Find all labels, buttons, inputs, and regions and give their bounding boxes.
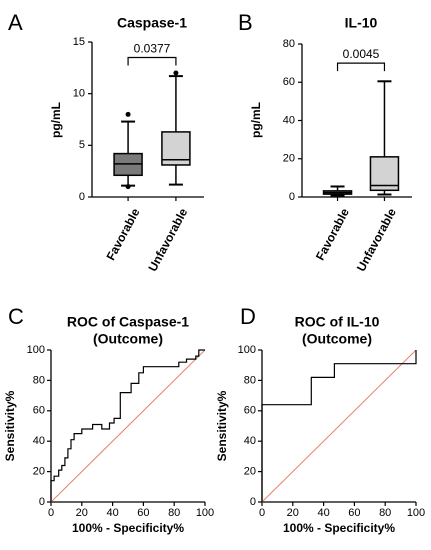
roc-curve bbox=[50, 349, 205, 502]
y-axis-label: pg/mL bbox=[249, 102, 263, 138]
panel-letter: A bbox=[8, 10, 23, 35]
x-tick-label: 60 bbox=[348, 507, 360, 519]
y-tick-label: 80 bbox=[244, 374, 256, 386]
chart-title: ROC of IL-10 bbox=[295, 314, 380, 330]
reference-diagonal bbox=[261, 349, 417, 503]
y-tick-label: 20 bbox=[283, 153, 295, 165]
panel-letter: D bbox=[240, 304, 256, 329]
x-tick-label: 80 bbox=[379, 507, 391, 519]
y-tick-label: 0 bbox=[289, 191, 295, 203]
x-category-label: Favorable bbox=[104, 206, 143, 263]
y-tick-label: 0 bbox=[250, 496, 256, 508]
box-favorable bbox=[113, 111, 143, 190]
y-axis-label: Sensitivity% bbox=[3, 390, 17, 461]
y-axis-label: pg/mL bbox=[49, 102, 63, 138]
chart-title: Caspase-1 bbox=[117, 15, 187, 31]
x-tick-label: 40 bbox=[106, 507, 118, 519]
y-tick-label: 40 bbox=[283, 114, 295, 126]
y-tick-label: 10 bbox=[73, 88, 85, 100]
x-tick-label: 20 bbox=[287, 507, 299, 519]
panel-letter: C bbox=[8, 304, 24, 329]
x-tick-label: 100 bbox=[196, 507, 214, 519]
y-tick-label: 0 bbox=[79, 191, 85, 203]
y-tick-label: 5 bbox=[79, 139, 85, 151]
x-tick-label: 20 bbox=[76, 507, 88, 519]
box-favorable bbox=[322, 185, 353, 197]
chart-title: IL-10 bbox=[345, 15, 378, 31]
x-tick-label: 80 bbox=[168, 507, 180, 519]
x-tick-label: 0 bbox=[48, 507, 54, 519]
p-value-label: 0.0045 bbox=[343, 47, 380, 61]
y-tick-label: 80 bbox=[33, 374, 45, 386]
x-category-label: Favorable bbox=[313, 206, 352, 263]
x-tick-label: 60 bbox=[137, 507, 149, 519]
bracket-line bbox=[336, 62, 386, 72]
y-axis-label: Sensitivity% bbox=[215, 390, 229, 461]
reference-diagonal bbox=[50, 349, 206, 503]
roc-curve bbox=[261, 350, 417, 502]
significance-bracket: 0.0377 bbox=[127, 42, 177, 66]
outlier-point bbox=[173, 70, 179, 76]
y-tick-label: 40 bbox=[33, 435, 45, 447]
significance-bracket: 0.0045 bbox=[336, 47, 386, 72]
panel-letter: B bbox=[238, 10, 253, 35]
y-tick-label: 20 bbox=[244, 466, 256, 478]
panel-b: B IL-10 pg/mL 0 20 40 60 80 Favorable Unfavorable… bbox=[238, 10, 412, 274]
x-tick-label: 40 bbox=[317, 507, 329, 519]
x-axis-label: 100% - Specificity% bbox=[283, 521, 395, 535]
outlier-point bbox=[125, 111, 131, 117]
x-category-label: Unfavorable bbox=[145, 206, 190, 274]
y-tick-label: 40 bbox=[244, 435, 256, 447]
bracket-line bbox=[127, 56, 177, 66]
y-tick-label: 100 bbox=[27, 344, 45, 356]
y-tick-label: 0 bbox=[39, 496, 45, 508]
y-tick-label: 15 bbox=[73, 36, 85, 48]
chart-subtitle: (Outcome) bbox=[93, 331, 163, 347]
iqr-box bbox=[369, 156, 400, 192]
y-tick-label: 60 bbox=[244, 405, 256, 417]
box-unfavorable bbox=[161, 70, 191, 186]
y-tick-label: 20 bbox=[33, 466, 45, 478]
y-tick-label: 100 bbox=[238, 344, 256, 356]
x-tick-label: 100 bbox=[407, 507, 425, 519]
chart-subtitle: (Outcome) bbox=[302, 331, 372, 347]
x-category-label: Unfavorable bbox=[354, 206, 399, 274]
y-tick-label: 60 bbox=[283, 76, 295, 88]
panel-a: A Caspase-1 pg/mL 0 5 10 15 Favorable Unfavorabl… bbox=[8, 10, 204, 274]
panel-d: D ROC of IL-10(Outcome) Sensitivity% 100% -… bbox=[215, 304, 425, 535]
box-unfavorable bbox=[369, 80, 400, 196]
x-tick-label: 0 bbox=[259, 507, 265, 519]
outlier-point bbox=[125, 184, 131, 190]
p-value-label: 0.0377 bbox=[134, 42, 171, 56]
x-axis-label: 100% - Specificity% bbox=[72, 521, 184, 535]
y-tick-label: 80 bbox=[283, 38, 295, 50]
panel-c: C ROC of Caspase-1(Outcome) Sensitivity% 10… bbox=[3, 304, 214, 535]
chart-title: ROC of Caspase-1 bbox=[67, 314, 189, 330]
y-tick-label: 60 bbox=[33, 405, 45, 417]
